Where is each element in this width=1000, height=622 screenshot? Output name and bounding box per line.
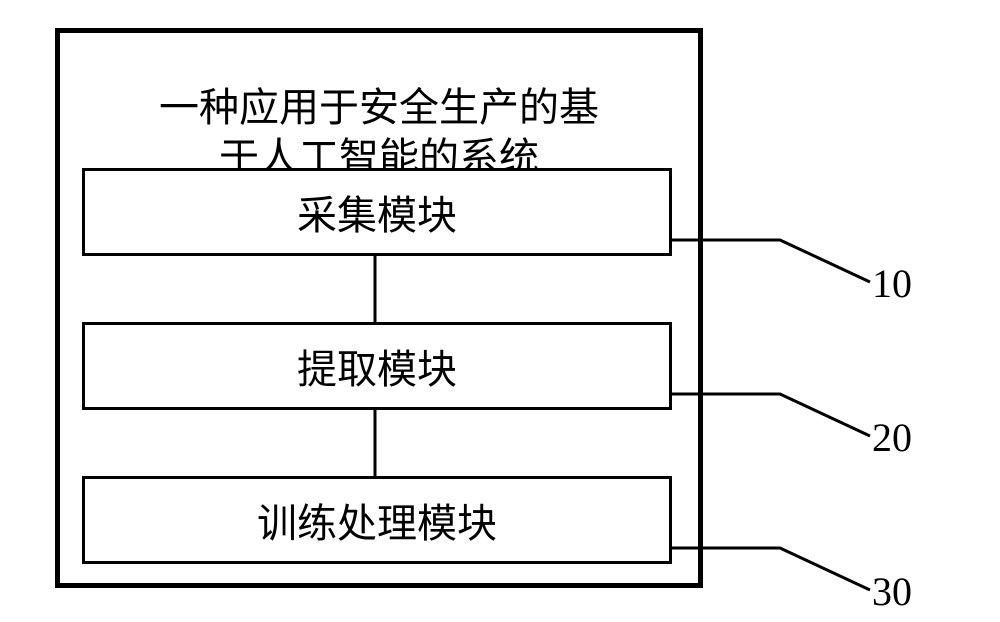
module-collect: 采集模块 [82, 168, 672, 256]
ref-label-30: 30 [872, 568, 912, 615]
module-collect-label: 采集模块 [297, 183, 457, 241]
diagram-title: 一种应用于安全生产的基 于人工智能的系统 [55, 33, 703, 183]
ref-label-10: 10 [872, 260, 912, 307]
module-extract: 提取模块 [82, 322, 672, 410]
diagram-title-line1: 一种应用于安全生产的基 [159, 85, 599, 130]
ref-label-20: 20 [872, 414, 912, 461]
module-train-label: 训练处理模块 [257, 491, 497, 549]
diagram-canvas: 一种应用于安全生产的基 于人工智能的系统 采集模块 提取模块 训练处理模块 10… [0, 0, 1000, 622]
module-train: 训练处理模块 [82, 476, 672, 564]
module-extract-label: 提取模块 [297, 337, 457, 395]
